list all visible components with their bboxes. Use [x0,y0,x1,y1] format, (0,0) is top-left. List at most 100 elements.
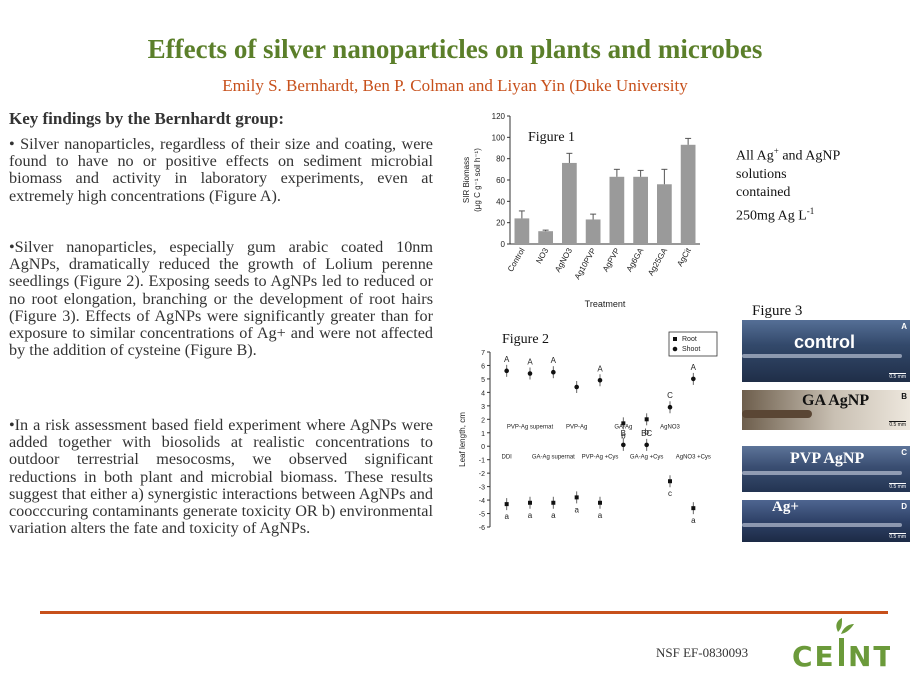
fig2-root-letter: b [621,431,626,440]
fig2-root-point [574,495,579,500]
fig1-bar [680,144,696,244]
fig2-shoot-point [527,371,533,376]
fig2-root-letter: a [551,511,556,520]
fig2-y-axis-title: Leaf length, cm [458,412,467,467]
fig1-category-label: Control [506,246,527,273]
fig1-y-tick-label: 20 [496,219,505,228]
fig1-y-tick-label: 60 [496,176,505,185]
fig2-group-label: PVP-Ag [566,425,587,431]
fig1-category-label: NO3 [534,246,550,265]
figure-3-panel-letter: C [901,448,907,457]
fig1-bar [633,176,648,244]
fig2-y-tick-label: 2 [481,417,485,424]
fig2-shoot-letter: C [667,391,673,400]
figure-3-title: Figure 3 [752,303,803,319]
fig2-root-point [504,502,509,507]
fig2-y-tick-label: -6 [479,525,485,532]
figure-3-scale-bar: 0.5 mm [889,483,906,490]
fig1-y-tick-label: 100 [492,133,506,142]
fig2-shoot-point [644,442,649,448]
fig1-y-axis-unit: (µg C g⁻¹ soil h⁻¹) [473,148,482,212]
fig1-x-axis-title: Treatment [585,299,626,309]
fig2-shoot-point [691,376,696,382]
finding-paragraph-3: •In a risk assessment based field experi… [9,416,433,538]
fig2-y-tick-label: 5 [481,377,485,384]
fig2-shoot-letter: A [527,358,533,367]
fig2-y-tick-label: -5 [479,512,485,519]
fig2-group-label: GA-Ag +Cys [630,454,664,460]
fig2-legend [668,331,718,357]
fig2-shoot-letter: A [504,355,510,364]
fig2-shoot-letter: A [551,356,557,365]
ceint-logo: CE NT [792,618,890,673]
figure-3-panel: control A 0.5 mm [742,320,910,382]
figure-2-chart: Figure 2 -6 -5 -4 -3 -2 -1 0 1 2 3 4 5 6 7 Leaf length… [458,326,733,538]
fig2-shoot-letter: B [621,429,626,438]
fig2-group-label: GA-Ag supernat [532,454,575,460]
fig2-root-letter: a [528,511,533,520]
fig2-shoot-letter: A [597,364,603,373]
fig2-root-point [598,500,602,505]
fig2-y-tick-label: 1 [481,431,485,438]
fig2-root-point [621,421,626,426]
grant-number: NSF EF-0830093 [656,645,749,660]
fig2-group-label: PVP-Ag +Cys [582,454,619,460]
fig2-group-label: PVP-Ag supernat [507,425,554,431]
fig2-root-letter: b [644,427,649,436]
root-strand [742,471,902,476]
fig2-legend-root-marker [673,337,677,341]
figure-1-title: Figure 1 [528,130,575,145]
fig2-root-point [668,479,672,484]
fig2-shoot-point [621,442,626,448]
figure-3-panel-letter: A [901,322,907,331]
fig1-category-label: AgPVP [601,247,622,274]
fig2-root-point [644,417,649,422]
fig2-shoot-letter: BC [641,429,652,438]
finding-paragraph-2: •Silver nanoparticles, especially gum ar… [9,238,433,360]
fig2-shoot-point [597,377,603,383]
finding-paragraph-1: • Silver nanoparticles, regardless of th… [9,135,433,205]
fig2-root-point [551,500,556,505]
figure-3-scale-bar: 0.5 mm [889,533,906,540]
fig1-y-tick-label: 0 [501,240,506,249]
fig2-legend-shoot-marker [672,346,678,352]
fig1-bar [585,219,601,244]
figure-3-panel-label: GA AgNP [802,392,870,409]
fig2-y-tick-label: 4 [481,390,485,397]
svg-text:NT: NT [848,640,890,673]
fig2-root-point [691,506,696,511]
poster-authors: Emily S. Bernhardt, Ben P. Colman and Li… [222,76,688,95]
root-strand [742,410,812,418]
figure-3-panel-label: control [794,332,855,352]
fig2-group-label: GA-Ag [614,425,632,431]
fig2-root-letter: c [668,489,672,498]
figure-3-panel-label: PVP AgNP [790,450,865,467]
fig1-y-axis-title: SIR Biomass [462,157,471,203]
fig2-group-label: DDI [501,454,512,460]
fig1-category-label: Ag25GA [646,246,669,277]
fig2-legend-shoot-label: Shoot [682,346,700,353]
fig2-shoot-point [574,384,579,390]
fig2-y-tick-label: -4 [479,498,485,505]
fig1-bar [514,218,530,244]
figure-3-scale-bar: 0.5 mm [889,373,906,380]
fig2-root-point [528,500,532,505]
fig1-y-tick-label: 120 [492,112,506,121]
fig2-group-label: AgNO3 [660,425,680,431]
fig1-category-label: AgNO3 [553,246,574,274]
fig2-root-letter: a [574,505,579,514]
fig2-y-tick-label: 0 [481,444,485,451]
fig1-y-tick-label: 80 [496,155,505,164]
fig2-legend-root-label: Root [682,336,697,343]
ag-concentration-note: All Ag+ and AgNP solutions contained 250… [736,146,841,224]
fig2-shoot-point [504,368,509,374]
figure-2-title: Figure 2 [502,332,549,347]
fig2-y-tick-label: -2 [479,471,485,478]
svg-text:CE: CE [792,640,836,673]
fig2-root-letter: a [691,516,696,525]
fig2-y-tick-label: -3 [479,485,485,492]
fig2-shoot-letter: A [691,363,697,372]
fig1-bar [657,184,672,244]
figure-3-panel-letter: B [901,392,907,401]
figure-3-panel-label: Ag+ [772,499,799,515]
